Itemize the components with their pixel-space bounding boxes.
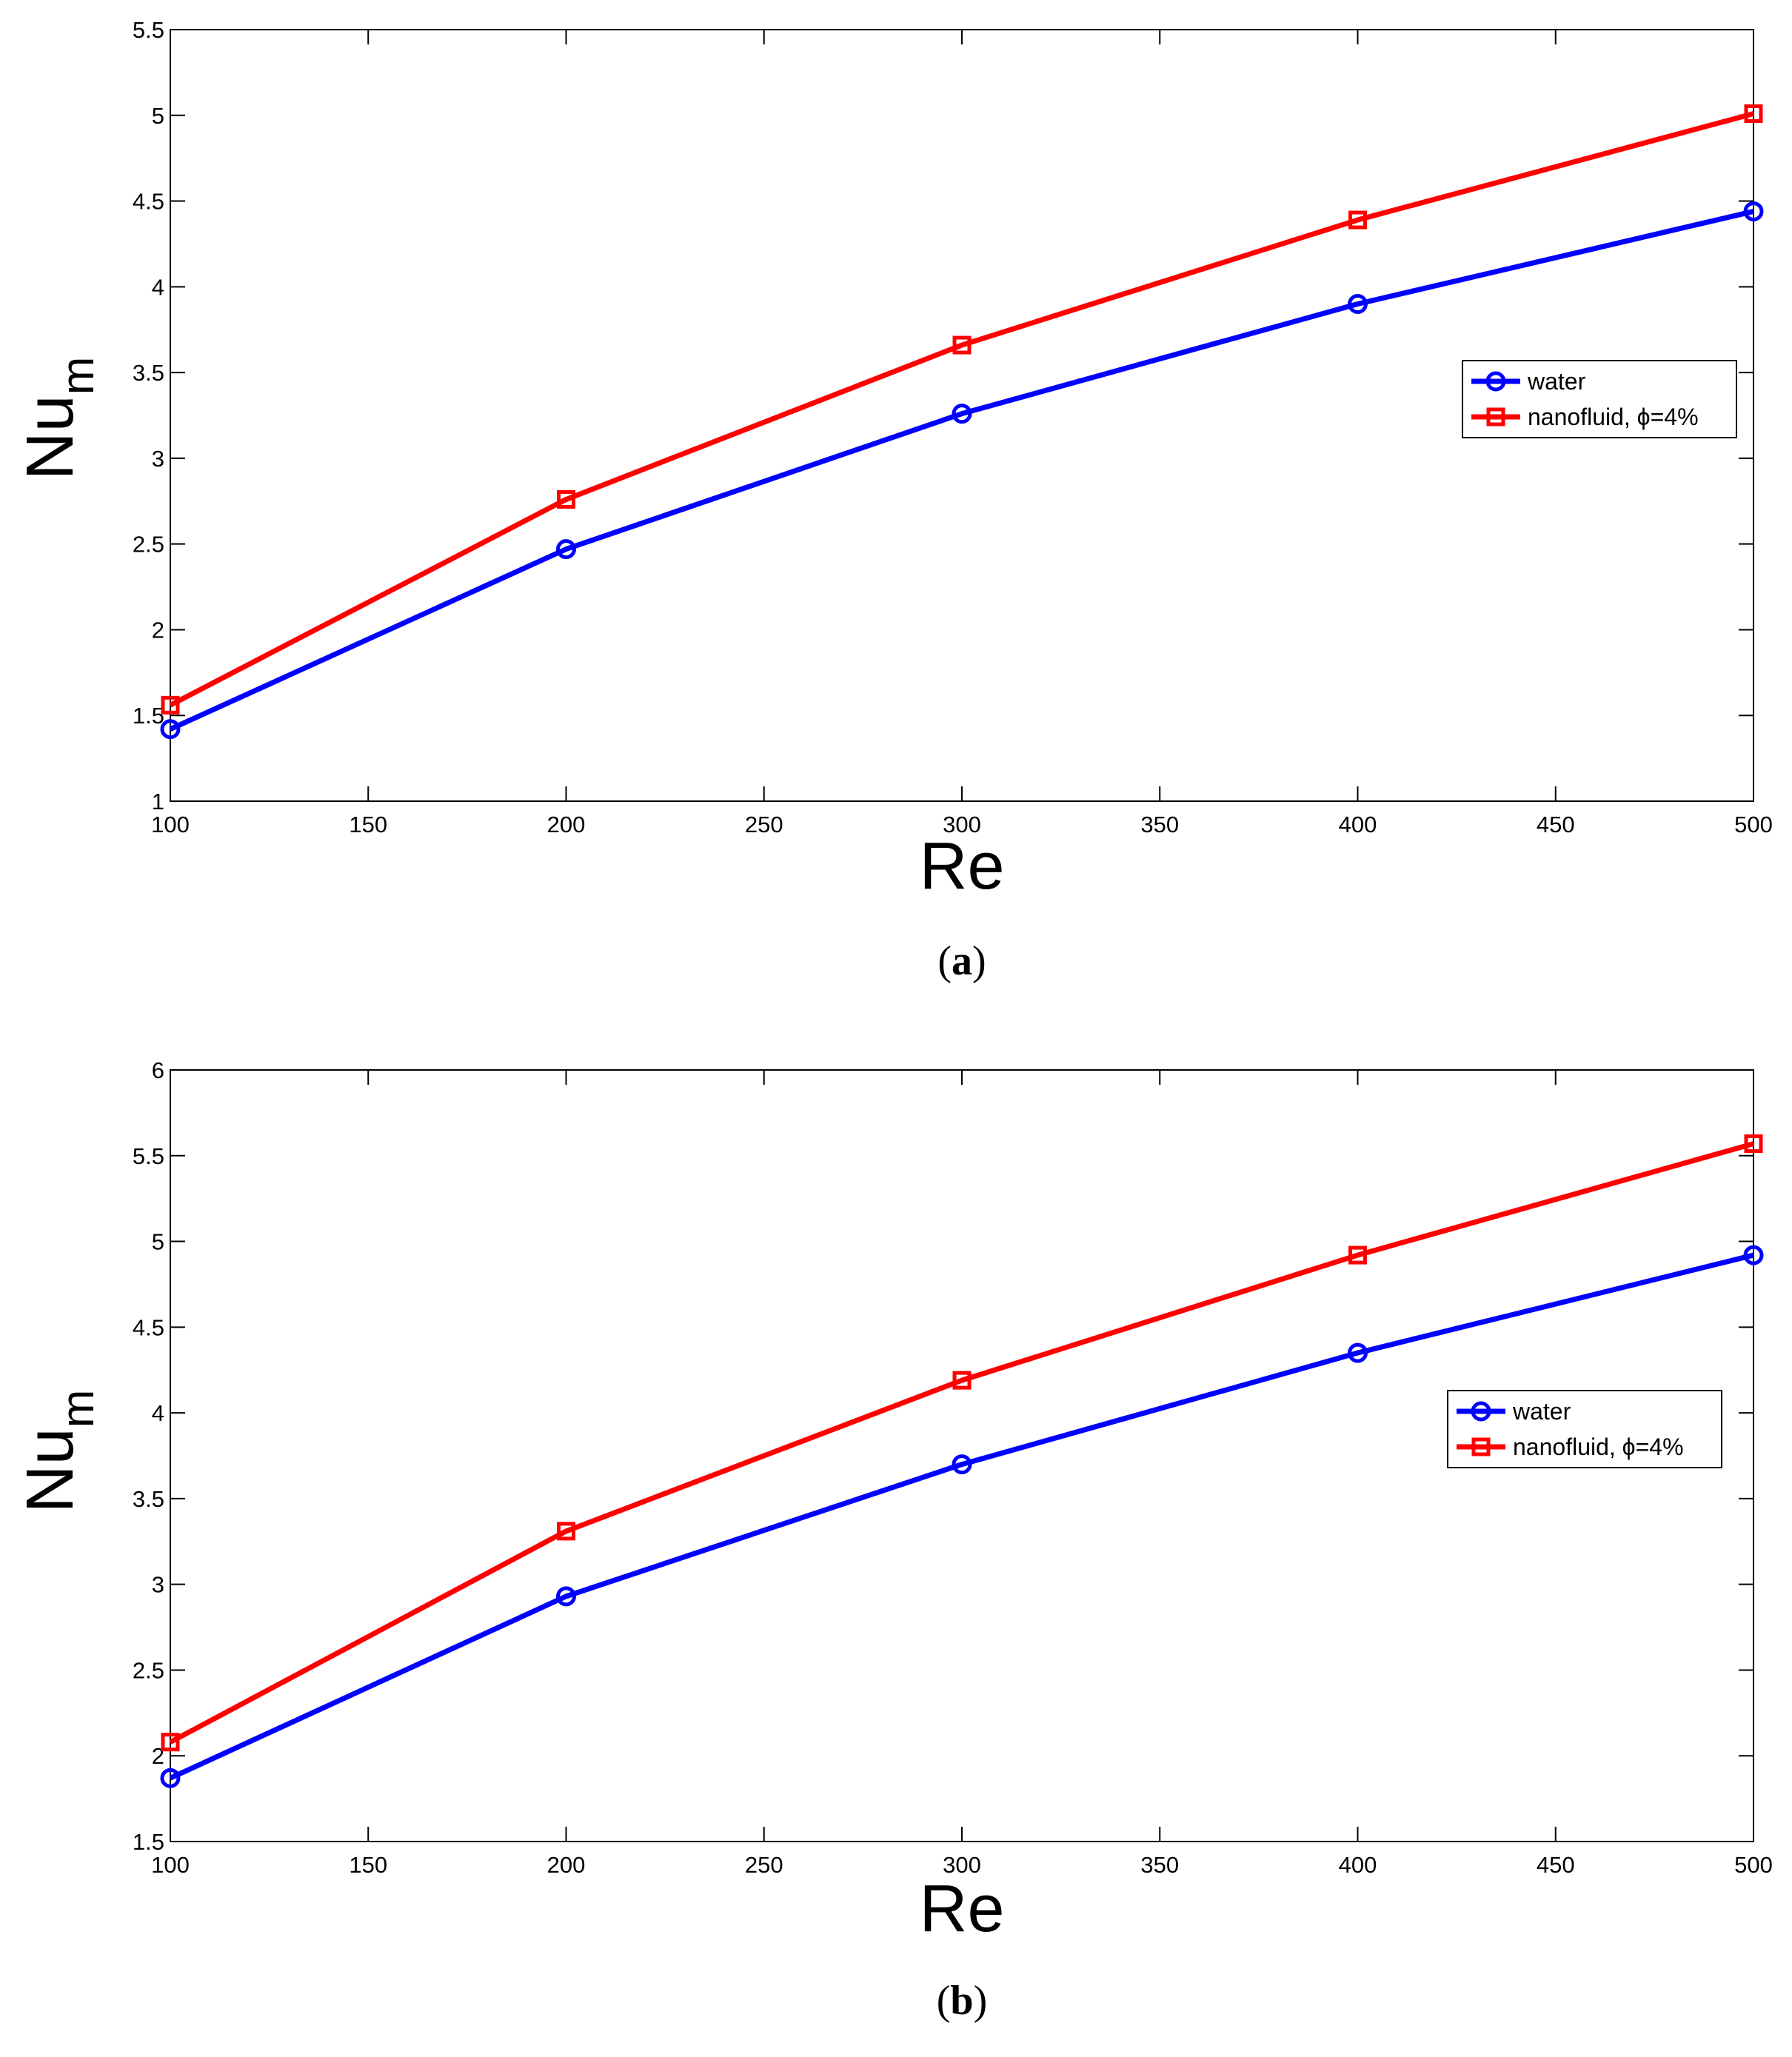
series-line bbox=[169, 1141, 1754, 1745]
data-point bbox=[161, 695, 180, 715]
data-point bbox=[556, 539, 576, 560]
caption-open-paren: ( bbox=[937, 1978, 951, 2024]
caption-close-paren: ) bbox=[972, 938, 986, 984]
data-point bbox=[557, 1522, 575, 1541]
legend-marker bbox=[1471, 1437, 1491, 1456]
y-tick-label: 5 bbox=[152, 103, 164, 129]
legend-label: water bbox=[1512, 1398, 1571, 1425]
y-tick-label: 1 bbox=[152, 789, 164, 815]
data-point bbox=[161, 1733, 180, 1752]
y-tick-label: 3 bbox=[152, 1572, 164, 1598]
data-point bbox=[556, 1586, 576, 1607]
y-axis-label-main: Nu bbox=[13, 1428, 87, 1513]
data-point bbox=[1744, 1134, 1763, 1154]
data-point bbox=[952, 404, 972, 424]
series-nanofluid bbox=[161, 104, 1763, 715]
y-tick-label: 6 bbox=[152, 1057, 164, 1083]
y-axis-label-main: Nu bbox=[13, 395, 87, 480]
legend-label: water bbox=[1527, 368, 1586, 395]
caption-open-paren: ( bbox=[937, 938, 952, 984]
data-point bbox=[1348, 293, 1368, 314]
x-tick-label: 500 bbox=[1734, 1852, 1773, 1878]
data-point bbox=[952, 335, 972, 355]
x-tick-label: 300 bbox=[943, 812, 981, 837]
legend-marker bbox=[1471, 1401, 1491, 1422]
y-tick-label: 4.5 bbox=[133, 1314, 164, 1340]
x-tick-label: 150 bbox=[349, 1852, 387, 1878]
panel-caption: (b) bbox=[937, 1978, 987, 2024]
series-nanofluid bbox=[161, 1134, 1763, 1752]
legend-box bbox=[1447, 1390, 1722, 1468]
legend-label: nanofluid, ϕ=4% bbox=[1513, 1434, 1684, 1460]
x-tick-label: 450 bbox=[1537, 1852, 1575, 1878]
data-point bbox=[1743, 1245, 1764, 1265]
series-line bbox=[169, 1252, 1754, 1781]
data-point bbox=[952, 1454, 972, 1475]
legend-marker bbox=[1486, 407, 1505, 427]
x-tick-label: 100 bbox=[151, 812, 190, 837]
x-tick-label: 300 bbox=[943, 1852, 981, 1878]
y-tick-label: 5.5 bbox=[133, 17, 164, 43]
y-tick-label: 1.5 bbox=[133, 703, 164, 729]
x-tick-label: 350 bbox=[1140, 1852, 1179, 1878]
x-tick-label: 450 bbox=[1537, 812, 1575, 837]
x-tick-label: 100 bbox=[151, 1852, 190, 1878]
data-point bbox=[1348, 1342, 1368, 1363]
data-point bbox=[1348, 210, 1367, 230]
y-tick-label: 1.5 bbox=[133, 1829, 164, 1855]
y-tick-label: 3 bbox=[152, 446, 164, 472]
y-axis-label-subscript: m bbox=[53, 1390, 104, 1428]
y-axis-label-group: Num bbox=[13, 357, 104, 481]
y-axis-label-group: Num bbox=[13, 1390, 104, 1514]
x-tick-label: 200 bbox=[547, 1852, 586, 1878]
y-tick-label: 3.5 bbox=[133, 1486, 164, 1512]
x-tick-label: 250 bbox=[745, 812, 783, 837]
caption-letter: b bbox=[950, 1978, 973, 2024]
caption-letter: a bbox=[952, 938, 972, 984]
legend-label: nanofluid, ϕ=4% bbox=[1528, 404, 1699, 430]
y-axis-label-subscript: m bbox=[53, 357, 104, 395]
y-tick-label: 4.5 bbox=[133, 189, 164, 215]
y-tick-label: 4 bbox=[152, 274, 164, 300]
x-tick-label: 500 bbox=[1734, 812, 1773, 837]
x-axis-label: Re bbox=[919, 829, 1004, 903]
data-point bbox=[952, 1371, 972, 1390]
series-water bbox=[160, 1245, 1764, 1788]
panel-caption: (a) bbox=[937, 938, 986, 984]
chart-panel-b: 100 150 200 250 300 350 400 450 5001.522.533.544… bbox=[13, 1057, 1773, 2024]
y-tick-label: 5.5 bbox=[133, 1143, 164, 1169]
x-tick-label: 400 bbox=[1339, 1852, 1377, 1878]
x-tick-label: 200 bbox=[547, 812, 586, 837]
x-tick-label: 350 bbox=[1140, 812, 1179, 837]
y-tick-label: 2.5 bbox=[133, 532, 164, 558]
y-tick-label: 2.5 bbox=[133, 1657, 164, 1683]
x-tick-label: 150 bbox=[349, 812, 387, 837]
legend-marker bbox=[1485, 371, 1506, 392]
y-tick-label: 5 bbox=[152, 1229, 164, 1255]
caption-close-paren: ) bbox=[974, 1978, 988, 2024]
series-water bbox=[160, 201, 1764, 740]
series-line bbox=[169, 209, 1754, 732]
legend-box bbox=[1462, 360, 1737, 438]
y-tick-label: 4 bbox=[152, 1400, 164, 1426]
legend: water nanofluid, ϕ=4% bbox=[1462, 360, 1737, 438]
legend: water nanofluid, ϕ=4% bbox=[1447, 1390, 1722, 1468]
y-axis-label: Num bbox=[13, 1390, 104, 1514]
data-point bbox=[160, 719, 181, 740]
y-tick-label: 2 bbox=[152, 617, 164, 643]
chart-panel-a: 100 150 200 250 300 350 400 450 500 1 1.5 2 2.5 3 3.5 4… bbox=[13, 17, 1773, 984]
series-line bbox=[169, 111, 1754, 708]
data-point bbox=[160, 1767, 181, 1788]
data-point bbox=[557, 489, 575, 509]
y-axis-label: Num bbox=[13, 357, 104, 481]
x-axis-label: Re bbox=[919, 1872, 1004, 1946]
x-tick-label: 250 bbox=[745, 1852, 783, 1878]
x-tick-label: 400 bbox=[1339, 812, 1377, 837]
data-point bbox=[1744, 104, 1763, 123]
data-point bbox=[1348, 1245, 1367, 1265]
y-tick-label: 3.5 bbox=[133, 360, 164, 386]
data-point bbox=[1743, 201, 1764, 221]
